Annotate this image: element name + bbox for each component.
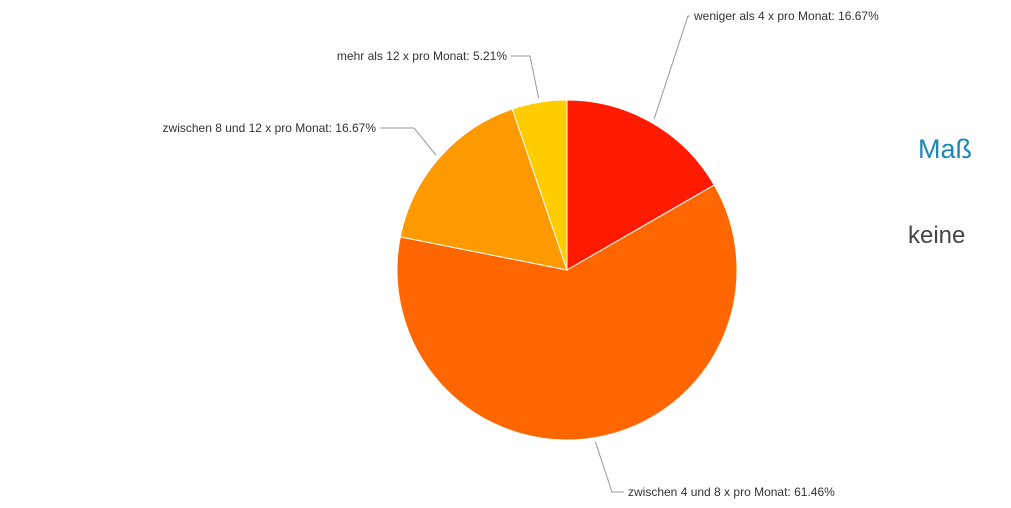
pie-slice-4 [511, 99, 568, 271]
side-text: keine [908, 222, 966, 249]
pie-slice-2 [396, 184, 738, 441]
slice-label-3: zwischen 8 und 12 x pro Monat: 16.67% [163, 121, 377, 135]
pie-slice-3 [399, 108, 568, 271]
leader-lines [380, 15, 690, 493]
leader-line-2 [594, 441, 624, 493]
slice-label-2: zwischen 4 und 8 x pro Monat: 61.46% [628, 485, 835, 499]
slice-label-4: mehr als 12 x pro Monat: 5.21% [337, 49, 507, 63]
leader-line-4 [511, 55, 540, 99]
side-heading: Maß [918, 134, 972, 164]
leader-line-1 [653, 15, 690, 120]
leader-line-3 [380, 127, 437, 156]
pie-slice-1 [566, 99, 715, 271]
pie-slices [396, 99, 738, 441]
slice-label-1: weniger als 4 x pro Monat: 16.67% [693, 9, 879, 23]
slice-labels: weniger als 4 x pro Monat: 16.67% zwische… [163, 9, 880, 499]
